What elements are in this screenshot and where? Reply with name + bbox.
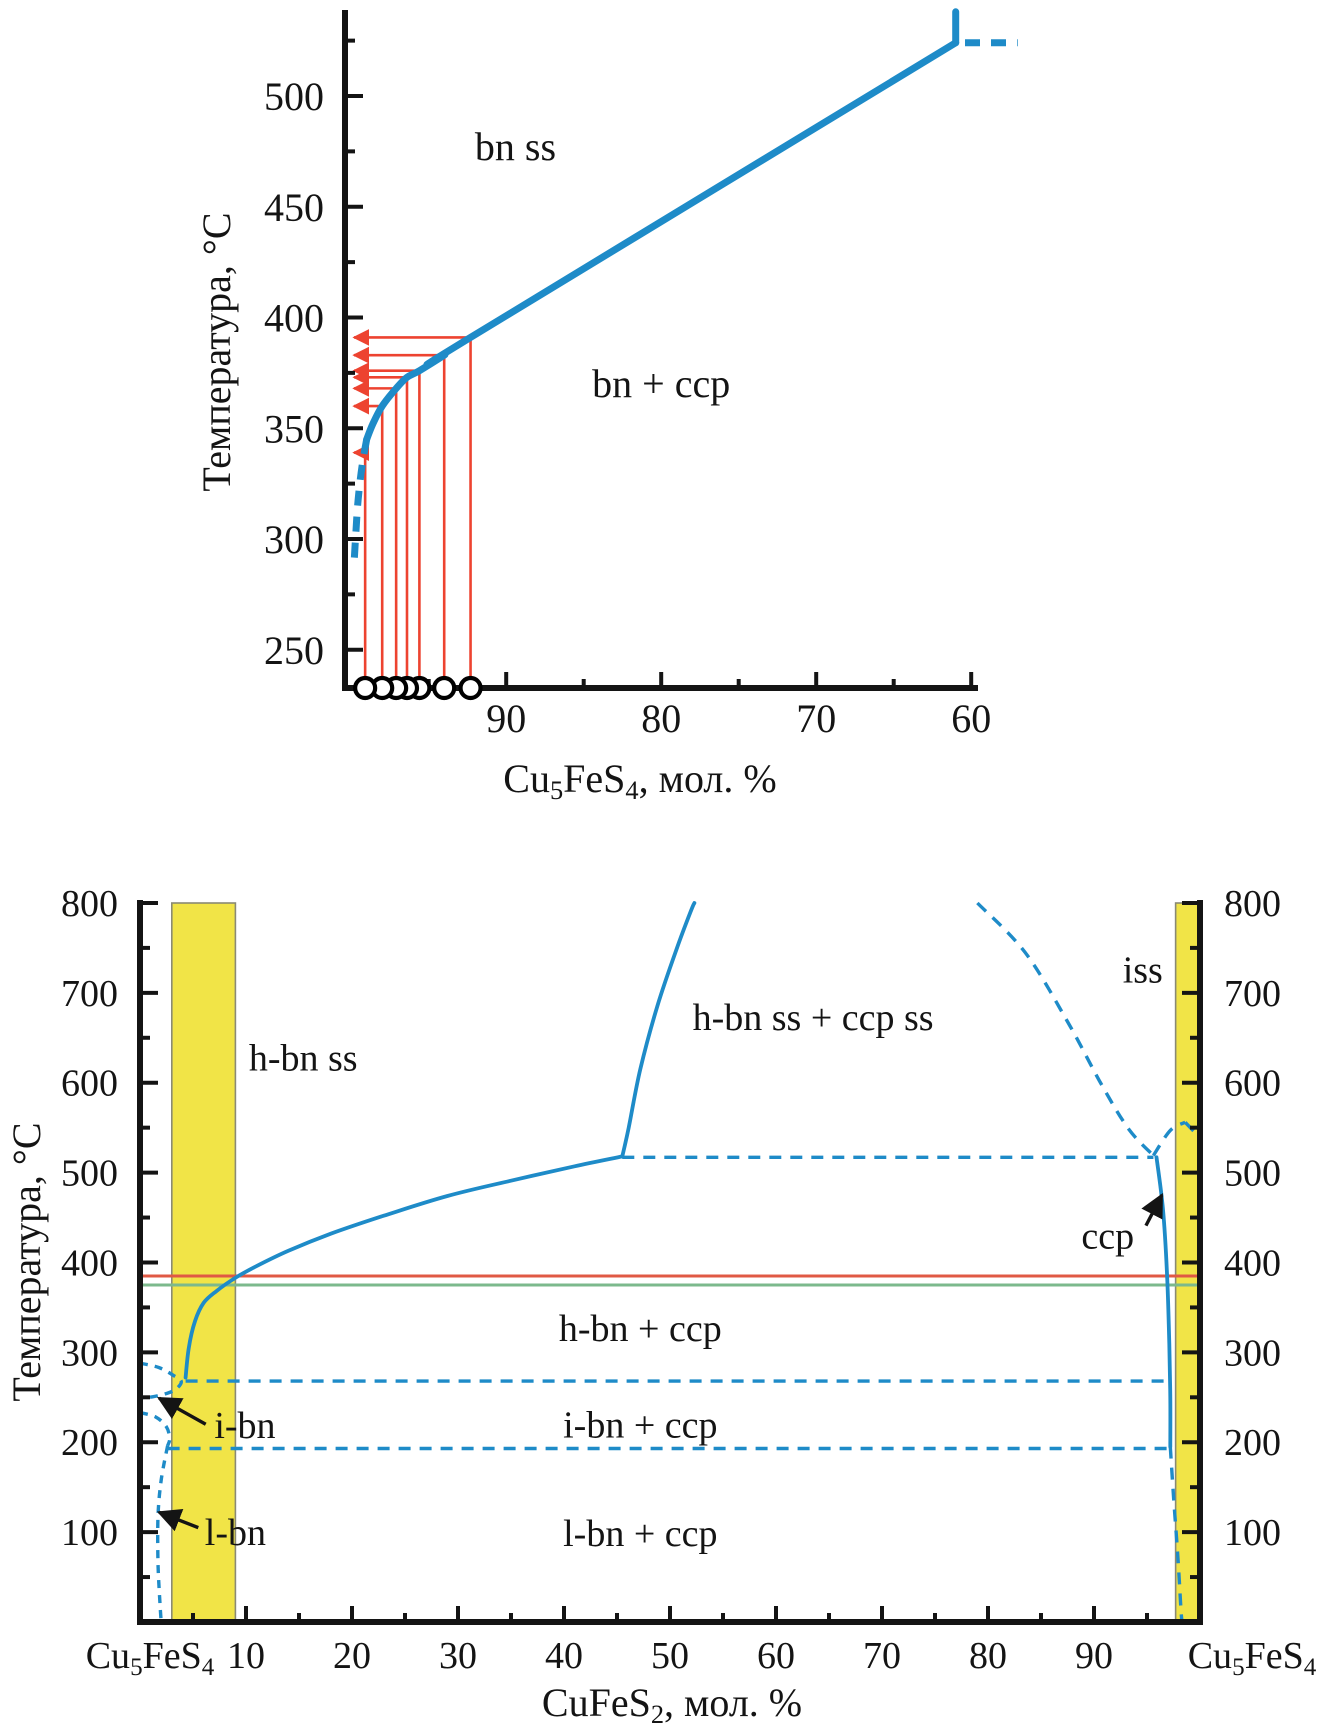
annotation-label: l-bn [205, 1512, 266, 1554]
x-tick-label: 80 [641, 696, 681, 741]
x-tick-label: 80 [969, 1635, 1007, 1677]
y-tick-label: 450 [264, 185, 324, 230]
composition-marker [432, 675, 457, 701]
x-tick-label: 70 [796, 696, 836, 741]
annotation-label: ccp [1081, 1216, 1134, 1258]
tie-lines [352, 328, 472, 688]
x-tick-label: 70 [863, 1635, 901, 1677]
region-label: h-bn + ccp [559, 1308, 722, 1350]
bottom-y-axis-title: Температура, °C [4, 1122, 49, 1401]
iss-boundary [976, 901, 1155, 1157]
y-tick-label-left: 300 [61, 1332, 118, 1374]
region-label: bn + ccp [592, 361, 730, 406]
iss-fork-upper [1151, 1120, 1186, 1157]
bn-composition-band [171, 902, 237, 1623]
region-label: l-bn + ccp [563, 1513, 717, 1555]
bottom-chart-axes [137, 900, 1203, 1625]
bottom-x-axis-title: CuFeS2, мол. % [542, 1680, 802, 1729]
y-tick-label: 300 [264, 517, 324, 562]
y-tick-label-left: 700 [61, 973, 118, 1015]
x-tick-label: 60 [951, 696, 991, 741]
l-bn-arrow [156, 1509, 199, 1532]
top-y-axis-title: Температура, °C [194, 212, 239, 491]
x-tick-label: 50 [651, 1635, 689, 1677]
region-label: iss [1123, 949, 1163, 991]
y-tick-label-left: 100 [61, 1512, 118, 1554]
x-tick-label: 20 [333, 1635, 371, 1677]
bottom-chart: 100 100 200 200 300 300 400 400 500 500 600 600 700 7… [4, 883, 1317, 1729]
composition-marker [458, 675, 483, 701]
y-tick-label-left: 400 [61, 1242, 118, 1284]
bn-solvus-solid [363, 39, 960, 443]
ccp-arrow [1141, 1192, 1164, 1227]
y-tick-label-right: 400 [1224, 1242, 1281, 1284]
x-tick-label: 90 [1075, 1635, 1113, 1677]
ccp-boundary-dashed [1168, 1446, 1184, 1623]
top-chart: 250 300 350 400 450 500 90 80 70 60 bn ss bn + ccp Т… [194, 8, 1018, 805]
y-tick-label: 500 [264, 74, 324, 119]
y-tick-label-right: 600 [1224, 1063, 1281, 1105]
region-label: h-bn ss [249, 1038, 358, 1080]
h-bn-solvus [183, 1154, 625, 1380]
i-bn-loop [139, 1361, 183, 1400]
i-bn-arrow [157, 1396, 207, 1426]
annotation-label: i-bn [214, 1405, 275, 1447]
x-tick-label: 10 [227, 1635, 265, 1677]
composition-marker [353, 675, 378, 701]
y-tick-label-left: 500 [61, 1153, 118, 1195]
lower-loop [139, 1410, 172, 1447]
x-end-label-left: Cu5FeS4 [86, 1635, 215, 1681]
y-tick-label: 250 [264, 628, 324, 673]
region-label: bn ss [475, 124, 556, 169]
l-bn-boundary [156, 1445, 170, 1623]
x-tick-label: 90 [486, 696, 526, 741]
y-tick-label-right: 100 [1224, 1512, 1281, 1554]
x-end-label-right: Cu5FeS4 [1188, 1635, 1317, 1681]
y-tick-label-left: 600 [61, 1063, 118, 1105]
y-tick-label-right: 200 [1224, 1422, 1281, 1464]
region-label: h-bn ss + ccp ss [693, 997, 934, 1039]
y-tick-label-right: 300 [1224, 1332, 1281, 1374]
y-tick-label: 350 [264, 406, 324, 451]
y-tick-label-right: 500 [1224, 1153, 1281, 1195]
top-x-axis-title: Cu5FeS4, мол. % [503, 756, 776, 805]
x-tick-label: 30 [439, 1635, 477, 1677]
x-tick-label: 60 [757, 1635, 795, 1677]
h-bn-boundary-upper [620, 901, 697, 1159]
x-tick-label: 40 [545, 1635, 583, 1677]
y-tick-label-right: 800 [1224, 883, 1281, 925]
y-tick-label-right: 700 [1224, 973, 1281, 1015]
y-tick-label-left: 200 [61, 1422, 118, 1464]
y-tick-label: 400 [264, 296, 324, 341]
region-label: i-bn + ccp [563, 1404, 717, 1446]
bn-solvus-dashed [350, 438, 371, 560]
y-tick-label-left: 800 [61, 883, 118, 925]
